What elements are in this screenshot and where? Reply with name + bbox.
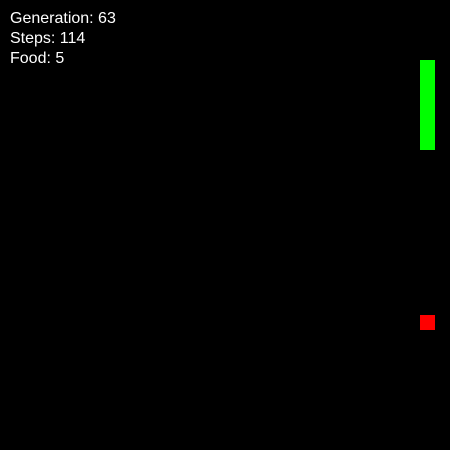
stats-panel: Generation: 63 Steps: 114 Food: 5: [10, 9, 116, 69]
food-counter: Food: 5: [10, 50, 65, 67]
food-pellet: [420, 315, 435, 330]
snake: [420, 60, 435, 150]
generation-counter: Generation: 63: [10, 10, 116, 27]
steps-counter: Steps: 114: [10, 30, 86, 47]
